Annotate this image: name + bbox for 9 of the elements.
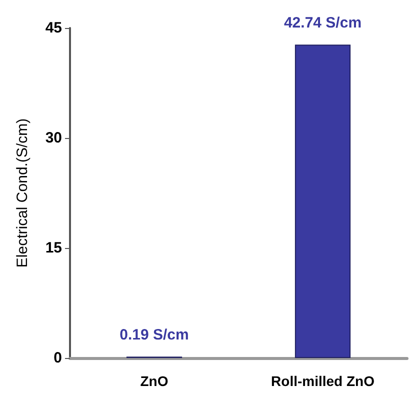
y-tick-label: 30 [45, 130, 62, 146]
x-tick-label: Roll-milled ZnO [271, 373, 375, 389]
x-tick-label: ZnO [140, 373, 168, 389]
y-tick-label: 15 [45, 240, 62, 256]
data-label: 0.19 S/cm [120, 326, 189, 344]
y-axis-title: Electrical Cond.(S/cm) [14, 118, 31, 268]
y-tick-label: 45 [45, 20, 62, 36]
y-tick-label: 0 [54, 350, 62, 366]
data-label: 42.74 S/cm [284, 14, 362, 32]
